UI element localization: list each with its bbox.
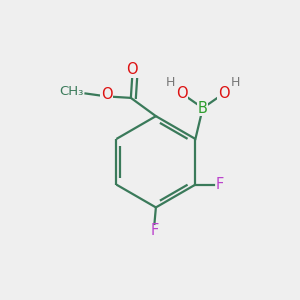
Text: F: F — [150, 223, 158, 238]
Text: H: H — [166, 76, 175, 88]
Text: O: O — [101, 87, 112, 102]
Text: O: O — [218, 86, 230, 101]
Text: O: O — [127, 62, 138, 77]
Text: O: O — [176, 86, 188, 101]
Text: B: B — [198, 100, 208, 116]
Text: CH₃: CH₃ — [60, 85, 84, 98]
Text: F: F — [215, 177, 224, 192]
Text: H: H — [230, 76, 240, 88]
